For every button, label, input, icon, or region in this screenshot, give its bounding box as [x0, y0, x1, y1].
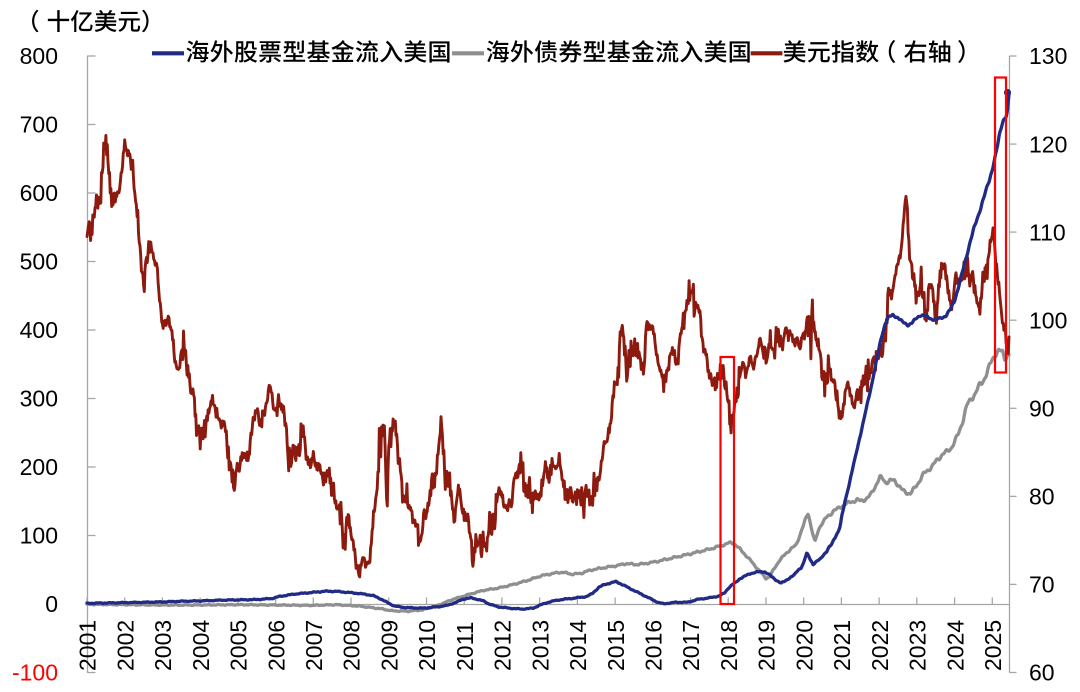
svg-text:2005: 2005 — [226, 620, 252, 671]
svg-text:2014: 2014 — [565, 620, 591, 671]
svg-text:0: 0 — [45, 591, 58, 617]
svg-text:2019: 2019 — [754, 620, 780, 671]
svg-text:2012: 2012 — [490, 620, 516, 671]
svg-text:400: 400 — [20, 317, 58, 343]
svg-text:2003: 2003 — [150, 620, 176, 671]
svg-text:2010: 2010 — [414, 620, 440, 671]
svg-text:500: 500 — [20, 249, 58, 275]
svg-text:2002: 2002 — [112, 620, 138, 671]
svg-text:600: 600 — [20, 180, 58, 206]
svg-text:2017: 2017 — [678, 620, 704, 671]
svg-text:110: 110 — [1029, 219, 1066, 245]
svg-text:-100: -100 — [12, 660, 58, 686]
svg-text:60: 60 — [1029, 660, 1055, 686]
svg-text:2004: 2004 — [188, 620, 214, 671]
svg-text:2024: 2024 — [942, 620, 968, 671]
svg-text:2023: 2023 — [905, 620, 931, 671]
svg-text:800: 800 — [20, 43, 58, 69]
svg-text:90: 90 — [1029, 396, 1055, 422]
svg-text:2013: 2013 — [527, 620, 553, 671]
svg-text:2018: 2018 — [716, 620, 742, 671]
svg-text:2016: 2016 — [641, 620, 667, 671]
svg-text:2025: 2025 — [980, 620, 1006, 671]
svg-text:120: 120 — [1029, 131, 1067, 157]
svg-text:200: 200 — [20, 454, 58, 480]
svg-text:100: 100 — [1029, 307, 1067, 333]
svg-text:2020: 2020 — [791, 620, 817, 671]
svg-text:130: 130 — [1029, 43, 1067, 69]
svg-text:2021: 2021 — [829, 620, 855, 671]
svg-text:2022: 2022 — [867, 620, 893, 671]
svg-text:80: 80 — [1029, 484, 1055, 510]
svg-text:2001: 2001 — [75, 620, 101, 671]
svg-text:2011: 2011 — [452, 622, 478, 671]
svg-text:300: 300 — [20, 386, 58, 412]
svg-text:70: 70 — [1029, 572, 1055, 598]
svg-text:2008: 2008 — [339, 620, 365, 671]
svg-text:2009: 2009 — [377, 620, 403, 671]
svg-text:100: 100 — [20, 523, 58, 549]
svg-text:700: 700 — [20, 112, 58, 138]
svg-text:2006: 2006 — [263, 620, 289, 671]
svg-text:2015: 2015 — [603, 620, 629, 671]
svg-text:2007: 2007 — [301, 620, 327, 671]
